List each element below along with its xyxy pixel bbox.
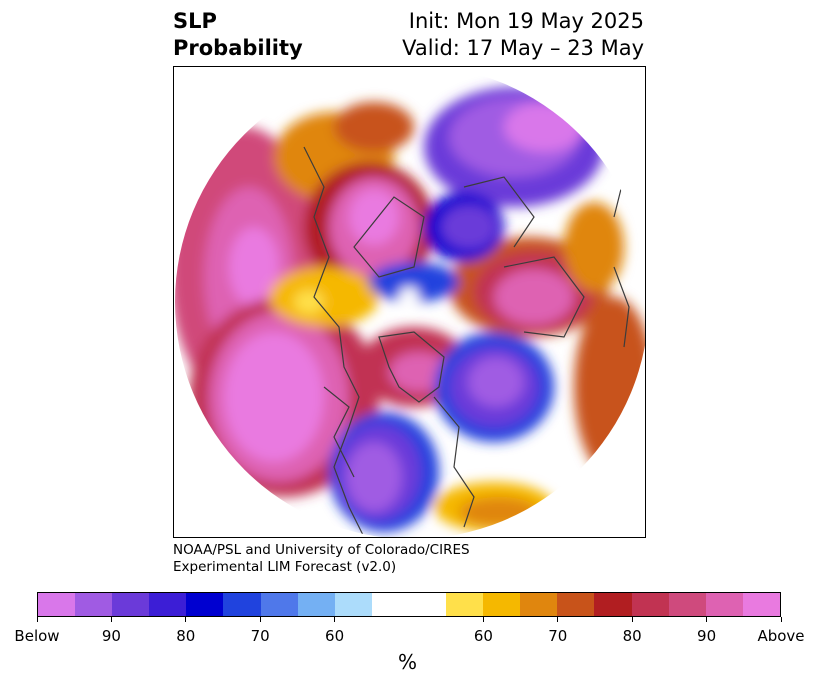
title-line-2: Probability bbox=[173, 36, 303, 60]
credit-line-2: Experimental LIM Forecast (v2.0) bbox=[173, 559, 397, 575]
colorbar-tick-mark bbox=[706, 617, 708, 622]
colorbar-tick-mark bbox=[110, 617, 112, 622]
colorbar-tick-mark bbox=[780, 617, 782, 622]
colorbar-above-swatch bbox=[705, 593, 743, 616]
title-line-1: SLP bbox=[173, 9, 217, 33]
forecast-dates: Init: Mon 19 May 2025 Valid: 17 May – 23… bbox=[402, 8, 644, 62]
colorbar-above-swatch bbox=[742, 593, 780, 616]
colorbar-tick-mark bbox=[482, 617, 484, 622]
colorbar-below-swatch bbox=[75, 593, 113, 616]
colorbar-below-swatch bbox=[149, 593, 187, 616]
colorbar-tick-mark bbox=[259, 617, 261, 622]
colorbar-below-swatch bbox=[334, 593, 372, 616]
colorbar-above-swatch bbox=[594, 593, 632, 616]
colorbar-neutral-swatch bbox=[371, 593, 447, 616]
colorbar-below-swatch bbox=[297, 593, 335, 616]
colorbar-tick-label: 70 bbox=[548, 627, 568, 645]
colorbar-tick-mark bbox=[36, 617, 38, 622]
credit-line-1: NOAA/PSL and University of Colorado/CIRE… bbox=[173, 542, 470, 558]
probability-colorbar bbox=[37, 592, 781, 617]
colorbar-tick-label: 90 bbox=[697, 627, 717, 645]
colorbar-tick-mark bbox=[185, 617, 187, 622]
colorbar-above-swatch bbox=[446, 593, 484, 616]
colorbar-above-swatch bbox=[557, 593, 595, 616]
colorbar-below-swatch bbox=[260, 593, 298, 616]
init-date: Init: Mon 19 May 2025 bbox=[408, 9, 644, 33]
colorbar-above-swatch bbox=[520, 593, 558, 616]
colorbar-above-swatch bbox=[668, 593, 706, 616]
map-panel bbox=[173, 66, 646, 538]
colorbar-tick-label: 60 bbox=[473, 627, 493, 645]
colorbar-tick-label: 90 bbox=[101, 627, 121, 645]
colorbar-above-swatch bbox=[483, 593, 521, 616]
colorbar-tick-label: 70 bbox=[250, 627, 270, 645]
colorbar-below-swatch bbox=[186, 593, 224, 616]
map-title: SLP Probability bbox=[173, 8, 303, 62]
colorbar-above-swatch bbox=[631, 593, 669, 616]
polar-probability-map bbox=[175, 67, 645, 537]
colorbar-below-swatch bbox=[112, 593, 150, 616]
credit-note: NOAA/PSL and University of Colorado/CIRE… bbox=[173, 542, 470, 576]
colorbar-tick-label: Below bbox=[14, 627, 60, 645]
colorbar-tick-mark bbox=[557, 617, 559, 622]
colorbar-unit: % bbox=[398, 650, 418, 674]
colorbar-tick-mark bbox=[334, 617, 336, 622]
colorbar-tick-mark bbox=[631, 617, 633, 622]
probability-field bbox=[175, 67, 645, 537]
colorbar-tick-label: 60 bbox=[325, 627, 345, 645]
valid-period: Valid: 17 May – 23 May bbox=[402, 36, 644, 60]
colorbar-tick-label: 80 bbox=[622, 627, 642, 645]
colorbar-below-swatch bbox=[223, 593, 261, 616]
colorbar-tick-label: 80 bbox=[176, 627, 196, 645]
colorbar-tick-label: Above bbox=[757, 627, 805, 645]
colorbar-below-swatch bbox=[38, 593, 76, 616]
